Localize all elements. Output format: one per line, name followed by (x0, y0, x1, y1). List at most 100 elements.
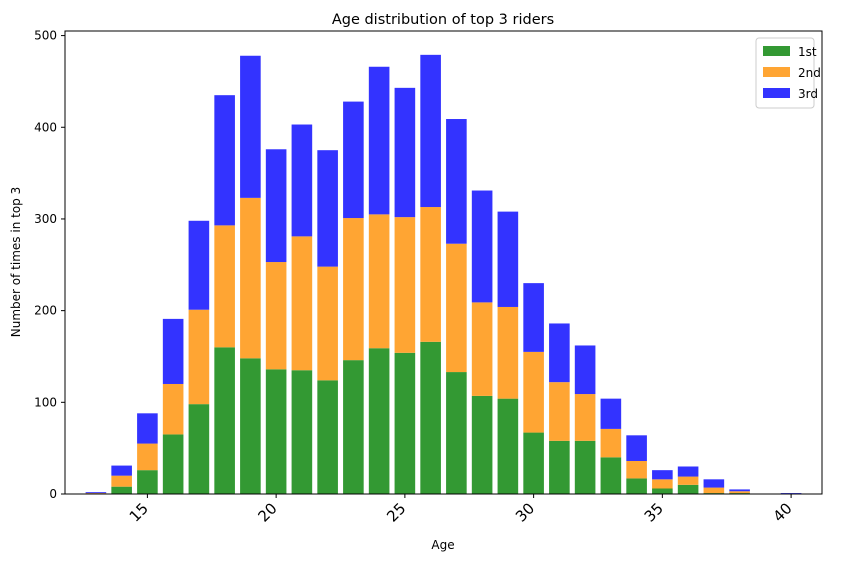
bar-1st-age-17 (188, 404, 210, 494)
bar-3rd-age-23 (343, 101, 364, 219)
bar-3rd-age-29 (497, 211, 519, 307)
bar-2nd-age-27 (446, 243, 467, 373)
bar-2nd-age-23 (343, 218, 364, 361)
bar-3rd-age-18 (214, 95, 235, 226)
legend-swatch-2nd (763, 67, 790, 77)
x-axis-label: Age (431, 538, 454, 552)
bar-2nd-age-18 (214, 225, 235, 348)
x-tick-label: 20 (254, 499, 280, 525)
bar-1st-age-30 (523, 432, 544, 494)
bar-3rd-age-33 (600, 398, 622, 429)
bar-2nd-age-15 (137, 443, 158, 471)
legend: 1st 2nd 3rd (755, 37, 821, 109)
bar-1st-age-36 (677, 484, 699, 494)
bar-1st-age-25 (394, 352, 416, 494)
y-tick-label: 500 (34, 29, 57, 43)
bar-1st-age-31 (549, 440, 570, 494)
bar-1st-age-20 (265, 369, 287, 494)
bar-3rd-age-14 (111, 465, 132, 476)
bar-3rd-age-15 (137, 413, 158, 444)
bars-layer (85, 54, 802, 494)
y-tick-label: 0 (49, 487, 57, 501)
x-tick-label: 25 (383, 499, 409, 525)
chart-title: Age distribution of top 3 riders (332, 12, 554, 28)
y-axis: 0 100 200 300 400 500 (34, 29, 65, 501)
bar-2nd-age-14 (111, 475, 132, 487)
bar-1st-age-34 (626, 478, 647, 494)
bar-1st-age-22 (317, 380, 338, 494)
legend-label-2nd: 2nd (798, 66, 821, 80)
bar-2nd-age-38 (729, 491, 750, 494)
bar-3rd-age-21 (291, 124, 313, 237)
bar-3rd-age-36 (677, 466, 699, 477)
bar-3rd-age-27 (446, 119, 467, 244)
bar-2nd-age-33 (600, 428, 622, 458)
bar-1st-age-21 (291, 370, 313, 494)
bar-3rd-age-26 (420, 54, 441, 208)
legend-label-3rd: 3rd (798, 87, 818, 101)
bar-3rd-age-28 (471, 190, 493, 303)
x-tick-label: 35 (641, 499, 667, 525)
y-tick-label: 200 (34, 304, 57, 318)
bar-1st-age-35 (652, 488, 673, 494)
bar-3rd-age-35 (652, 470, 673, 480)
x-axis: 15 20 25 30 35 40 (126, 494, 796, 526)
y-axis-label: Number of times in top 3 (9, 187, 23, 337)
bar-3rd-age-32 (574, 345, 596, 395)
bar-1st-age-23 (343, 360, 364, 494)
bar-1st-age-16 (162, 434, 184, 494)
bar-3rd-age-24 (368, 66, 390, 215)
bar-3rd-age-30 (523, 283, 544, 352)
bar-2nd-age-22 (317, 266, 338, 381)
y-tick-label: 300 (34, 212, 57, 226)
bar-3rd-age-17 (188, 220, 210, 310)
y-tick-label: 100 (34, 395, 57, 409)
bar-2nd-age-20 (265, 262, 287, 370)
bar-3rd-age-31 (549, 323, 570, 383)
bar-3rd-age-20 (265, 149, 287, 263)
bar-3rd-age-37 (703, 479, 725, 488)
bar-2nd-age-34 (626, 460, 647, 479)
bar-2nd-age-36 (677, 476, 699, 485)
bar-3rd-age-34 (626, 435, 647, 461)
bar-1st-age-27 (446, 372, 467, 494)
x-tick-label: 30 (512, 499, 538, 525)
bar-1st-age-28 (471, 395, 493, 494)
bar-3rd-age-13 (85, 492, 107, 494)
bar-3rd-age-22 (317, 150, 338, 267)
bar-1st-age-14 (111, 486, 132, 494)
bar-3rd-age-38 (729, 489, 750, 492)
bar-2nd-age-29 (497, 306, 519, 399)
bar-1st-age-24 (368, 348, 390, 494)
bar-1st-age-19 (240, 358, 261, 494)
legend-label-1st: 1st (798, 45, 817, 59)
bar-2nd-age-19 (240, 197, 261, 359)
bar-1st-age-26 (420, 341, 441, 494)
bar-2nd-age-21 (291, 236, 313, 371)
plot-frame (64, 30, 823, 495)
bar-2nd-age-32 (574, 394, 596, 441)
x-tick-label: 40 (769, 499, 795, 525)
bar-3rd-age-19 (240, 55, 261, 198)
bar-2nd-age-26 (420, 207, 441, 342)
bar-2nd-age-24 (368, 214, 390, 349)
bar-2nd-age-37 (703, 487, 725, 494)
x-tick-label: 15 (126, 499, 152, 525)
legend-swatch-3rd (763, 88, 790, 98)
legend-swatch-1st (763, 46, 790, 56)
bar-1st-age-18 (214, 347, 235, 494)
bar-1st-age-32 (574, 440, 596, 494)
bar-1st-age-33 (600, 457, 622, 494)
bar-1st-age-15 (137, 470, 158, 494)
bar-2nd-age-16 (162, 383, 184, 435)
bar-2nd-age-17 (188, 309, 210, 405)
bar-2nd-age-35 (652, 479, 673, 489)
bar-2nd-age-25 (394, 217, 416, 353)
bar-1st-age-29 (497, 398, 519, 494)
y-tick-label: 400 (34, 120, 57, 134)
bar-2nd-age-28 (471, 302, 493, 396)
bar-3rd-age-16 (162, 318, 184, 384)
bar-2nd-age-31 (549, 382, 570, 441)
bar-3rd-age-25 (394, 87, 416, 218)
